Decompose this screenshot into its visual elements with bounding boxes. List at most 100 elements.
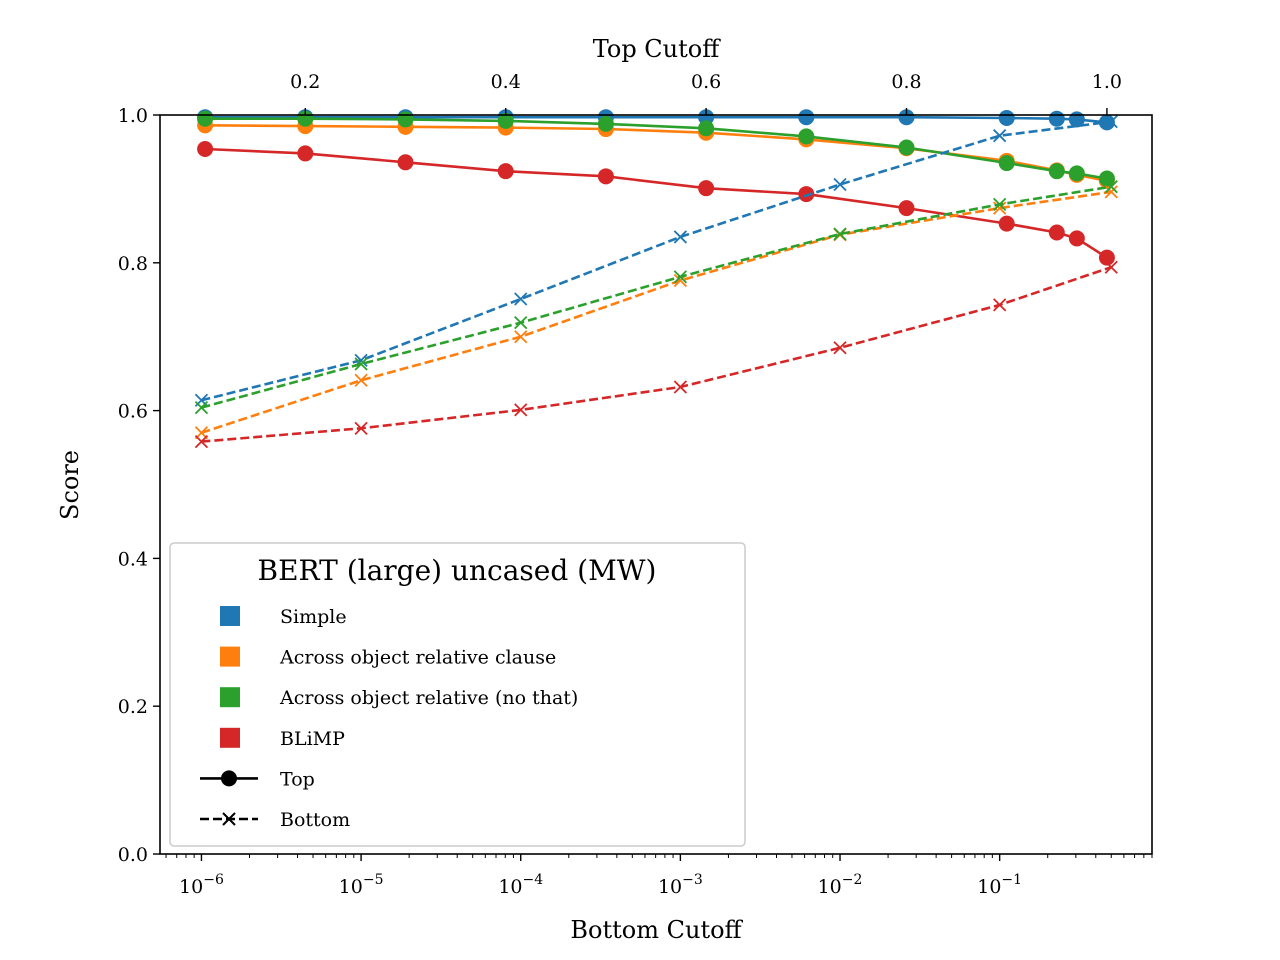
series-bottom-4 [194, 115, 1118, 407]
data-point [514, 316, 528, 330]
legend-entries: Simple Across object relative clause Acros… [200, 606, 578, 831]
y-axis-title: Score [56, 450, 84, 520]
top-axis-ticks: 0.2 0.4 0.6 0.8 1.0 [290, 71, 1122, 115]
series-bottom-7 [194, 260, 1118, 449]
top-tick-label: 0.8 [891, 71, 921, 93]
legend-swatch [220, 687, 240, 708]
data-point [1068, 165, 1085, 182]
data-point [998, 155, 1015, 172]
data-point [993, 298, 1007, 312]
legend-swatch [220, 727, 240, 748]
series-layer [194, 109, 1118, 449]
legend-entry: BLiMP [220, 727, 345, 750]
data-point [514, 403, 528, 417]
legend-label: Across object relative (no that) [279, 687, 578, 709]
data-point [194, 435, 209, 449]
bottom-tick-label: 10−6 [179, 872, 224, 898]
data-point [833, 177, 847, 192]
data-point [673, 230, 688, 244]
data-point [898, 139, 915, 156]
data-point [898, 109, 915, 126]
legend-marker [221, 770, 237, 787]
legend-label: Top [280, 768, 315, 790]
series-top-3 [197, 140, 1115, 266]
bottom-tick-label: 10−3 [658, 872, 703, 898]
data-point [194, 401, 209, 415]
y-tick-label: 0.6 [118, 401, 148, 423]
data-point [397, 111, 414, 128]
bottom-tick-label: 10−1 [977, 872, 1022, 898]
data-point [597, 168, 614, 185]
top-axis-title: Top Cutoff [593, 35, 722, 63]
data-point [698, 180, 715, 197]
data-point [833, 227, 847, 241]
bottom-axis-ticks: 10−6 10−5 10−4 10−3 10−2 10−1 [165, 854, 1153, 898]
top-tick-label: 0.2 [290, 71, 320, 93]
data-point [354, 373, 368, 387]
legend-entry: Bottom [200, 809, 350, 831]
data-point [798, 128, 815, 145]
legend-label: BLiMP [280, 728, 345, 750]
legend-box [169, 542, 746, 847]
bottom-tick-label: 10−5 [339, 872, 384, 898]
legend-entry: Across object relative clause [220, 646, 556, 669]
legend-title: BERT (large) uncased (MW) [258, 554, 657, 587]
y-axis-ticks: 0.0 0.2 0.4 0.6 0.8 1.0 [118, 105, 160, 866]
data-point [597, 115, 614, 132]
bottom-tick-label: 10−4 [498, 872, 543, 898]
data-point [898, 200, 915, 217]
legend-marker [222, 812, 236, 826]
top-tick-label: 1.0 [1092, 71, 1122, 93]
data-point [1104, 185, 1118, 199]
data-point [1048, 163, 1065, 180]
data-point [798, 109, 815, 126]
data-point [998, 109, 1015, 126]
y-tick-label: 1.0 [118, 105, 148, 127]
data-point [354, 421, 368, 435]
data-point [1104, 180, 1118, 194]
legend-swatch [220, 646, 240, 667]
y-tick-label: 0.0 [118, 844, 148, 866]
y-tick-label: 0.4 [118, 548, 148, 570]
data-point [1048, 224, 1065, 241]
legend: BERT (large) uncased (MW) Simple Across o… [169, 542, 746, 847]
data-point [514, 330, 528, 344]
data-point [833, 341, 847, 355]
y-tick-label: 0.8 [118, 253, 148, 275]
data-point [197, 110, 214, 127]
data-point [993, 197, 1007, 212]
data-point [397, 154, 414, 171]
legend-entry: Across object relative (no that) [220, 687, 578, 709]
data-point [798, 186, 815, 203]
data-point [998, 215, 1015, 232]
top-tick-label: 0.4 [491, 71, 521, 93]
legend-swatch [220, 606, 240, 626]
data-point [993, 129, 1007, 143]
y-tick-label: 0.2 [118, 696, 148, 718]
series-bottom-6 [194, 180, 1118, 415]
data-point [197, 140, 214, 157]
data-point [698, 120, 715, 137]
bottom-tick-label: 10−2 [818, 872, 863, 898]
data-point [354, 357, 368, 371]
data-point [297, 145, 314, 162]
legend-label: Across object relative clause [279, 647, 556, 669]
data-point [1098, 249, 1115, 266]
data-point [1098, 170, 1115, 187]
legend-entry: Top [200, 768, 315, 790]
data-point [698, 109, 715, 126]
data-point [497, 112, 514, 129]
data-point [514, 292, 528, 306]
data-point [1048, 110, 1065, 127]
legend-label: Bottom [280, 809, 350, 831]
bottom-axis-title: Bottom Cutoff [570, 916, 743, 944]
data-point [497, 163, 514, 180]
legend-entry: Simple [220, 606, 347, 628]
data-point [1068, 230, 1085, 247]
data-point [673, 380, 688, 394]
data-point [673, 270, 688, 284]
legend-label: Simple [280, 606, 347, 628]
data-point [1104, 260, 1118, 274]
top-tick-label: 0.6 [691, 71, 721, 93]
